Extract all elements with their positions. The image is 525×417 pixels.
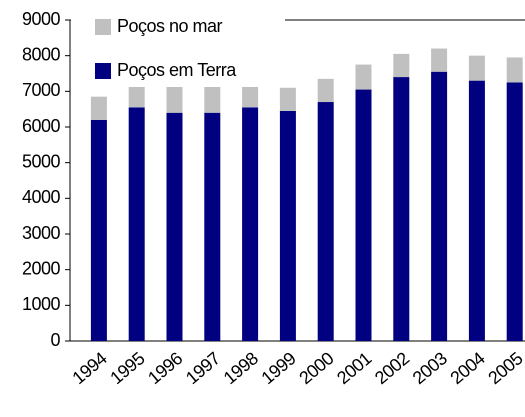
x-tick-label: 2001 bbox=[333, 348, 375, 388]
y-tick-label: 3000 bbox=[22, 223, 61, 243]
bar-segment bbox=[317, 78, 334, 103]
y-tick-label: 7000 bbox=[22, 80, 61, 100]
legend-swatch bbox=[95, 19, 111, 35]
bar-segment bbox=[317, 102, 334, 342]
y-tick-label: 5000 bbox=[22, 151, 61, 171]
x-tick-label: 2000 bbox=[295, 348, 337, 388]
x-tick-label: 2004 bbox=[447, 348, 489, 388]
y-tick-label: 8000 bbox=[22, 44, 61, 64]
legend-label: Poços em Terra bbox=[117, 60, 237, 80]
x-tick-label: 2003 bbox=[409, 348, 451, 388]
x-tick-label: 1995 bbox=[106, 348, 148, 388]
y-tick-label: 9000 bbox=[22, 9, 61, 29]
y-tick-label: 1000 bbox=[22, 294, 61, 314]
bar-segment bbox=[279, 110, 296, 341]
x-tick-label: 2002 bbox=[371, 348, 413, 388]
y-tick-label: 4000 bbox=[22, 187, 61, 207]
x-tick-label: 1997 bbox=[182, 348, 224, 388]
bar-segment bbox=[468, 80, 485, 341]
bar-segment bbox=[506, 82, 523, 342]
bar-segment bbox=[242, 107, 259, 341]
bar-segment bbox=[242, 82, 259, 108]
bar-segment bbox=[128, 107, 145, 341]
bar-segment bbox=[355, 64, 372, 90]
bar-segment bbox=[393, 77, 410, 342]
bar-segment bbox=[90, 119, 107, 341]
bar-segment bbox=[468, 55, 485, 81]
bar-segment bbox=[128, 82, 145, 108]
x-tick-label: 1999 bbox=[258, 348, 300, 388]
legend-label: Poços no mar bbox=[117, 16, 223, 36]
bar-segment bbox=[90, 96, 107, 120]
x-tick-label: 1998 bbox=[220, 348, 262, 388]
x-tick-label: 1996 bbox=[144, 348, 186, 388]
bar-segment bbox=[355, 89, 372, 341]
bar-segment bbox=[204, 112, 221, 341]
y-tick-label: 0 bbox=[50, 330, 60, 350]
x-tick-label: 2005 bbox=[484, 348, 525, 388]
bar-segment bbox=[506, 57, 523, 83]
bar-segment bbox=[431, 48, 448, 72]
y-tick-label: 2000 bbox=[22, 258, 61, 278]
bar-segment bbox=[166, 112, 183, 341]
y-tick-label: 6000 bbox=[22, 116, 61, 136]
bar-segment bbox=[204, 84, 221, 113]
bar-segment bbox=[166, 84, 183, 113]
bar-segment bbox=[431, 71, 448, 341]
bar-segment bbox=[279, 87, 296, 111]
bar-segment bbox=[393, 53, 410, 78]
legend-swatch bbox=[95, 63, 111, 79]
x-tick-label: 1994 bbox=[69, 348, 111, 388]
